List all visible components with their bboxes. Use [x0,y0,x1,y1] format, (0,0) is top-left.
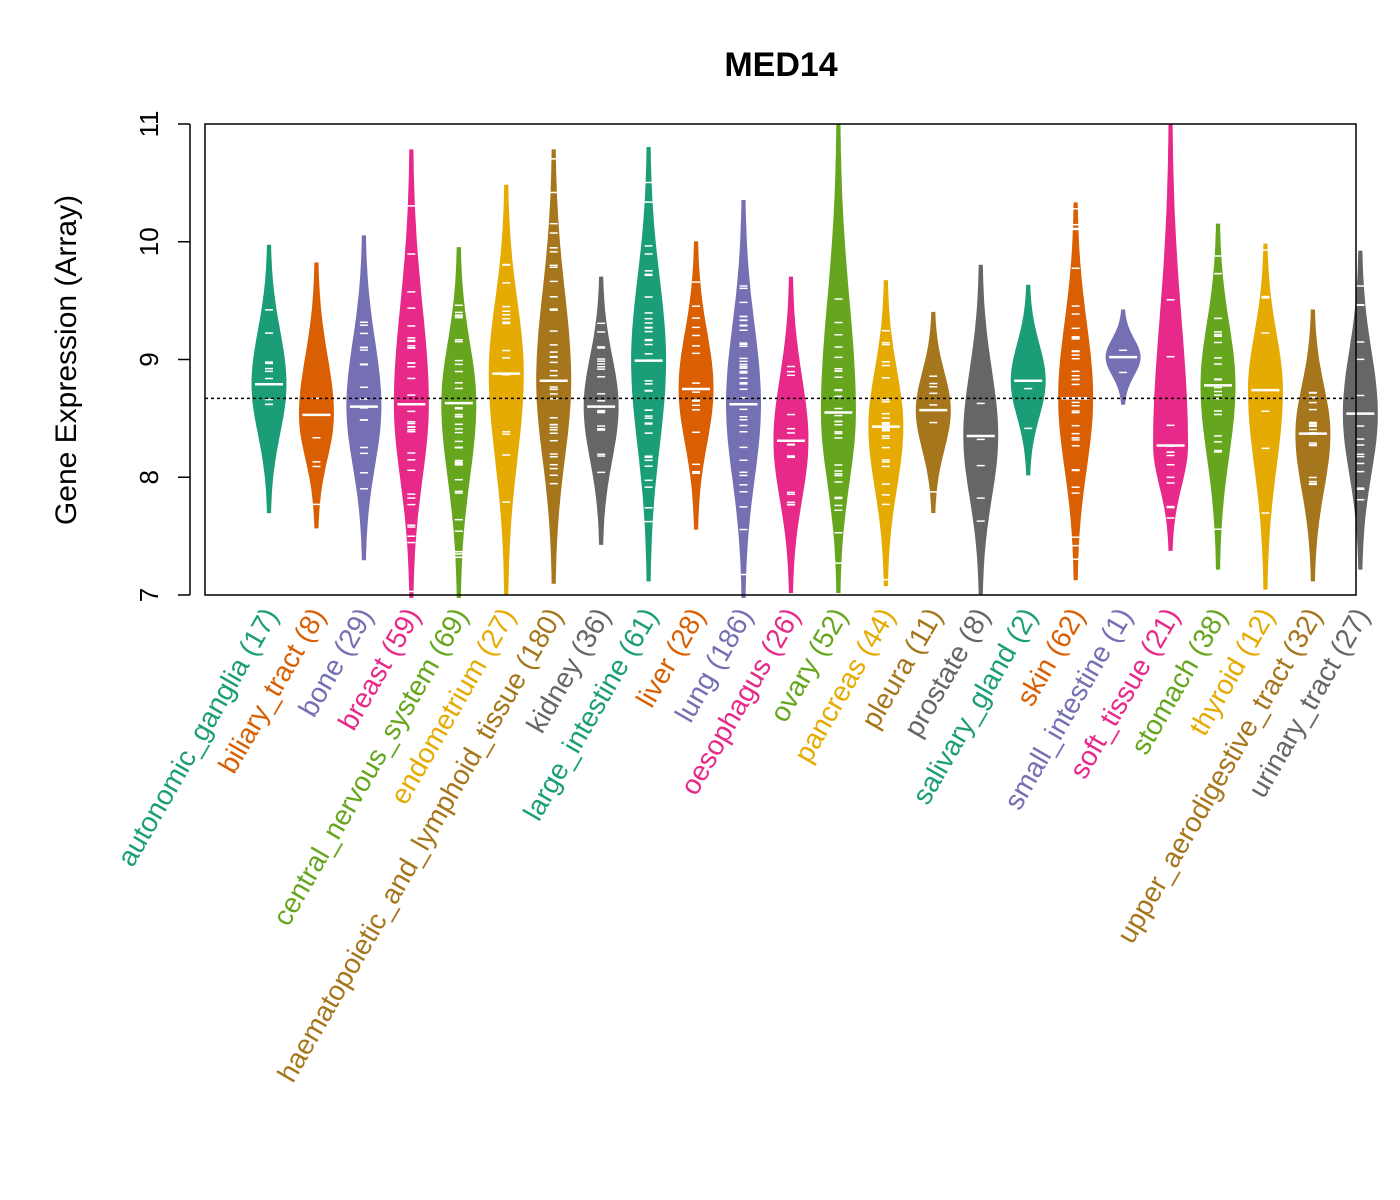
violin-pancreas [868,280,904,587]
violin-stomach [1200,223,1236,570]
violin-lung [726,199,761,598]
violin-urinary_tract [1342,250,1378,570]
y-tick-label: 10 [134,227,164,256]
violin-ovary [820,123,856,594]
violin-prostate [963,264,999,596]
y-tick-label: 9 [134,352,164,366]
violin-skin [1058,202,1094,581]
y-tick-label: 8 [134,470,164,484]
x-axis-labels: autonomic_ganglia (17)biliary_tract (8)b… [111,603,1376,1088]
violin-liver [678,241,714,530]
y-tick-label: 11 [134,111,164,138]
violin-oesophagus [773,276,809,594]
y-tick-label: 7 [134,588,164,602]
violin-haematopoietic_and_lymphoid_tissue [536,149,572,584]
violin-group [251,123,1378,598]
violin-thyroid [1248,243,1283,590]
violin-endometrium [488,184,524,596]
category-count: (27) [1320,603,1376,668]
y-axis: 7 8 9 10 11 [134,111,191,602]
violin-breast [393,149,429,598]
chart-title: MED14 [724,46,837,84]
y-axis-label: Gene Expression (Array) [50,195,83,525]
violin-biliary_tract [299,262,334,529]
violin-large_intestine [631,146,667,582]
violin-central_nervous_system [441,247,477,598]
violin-soft_tissue [1153,123,1188,551]
plot-frame [204,123,1357,596]
violin-pleura [915,311,951,514]
